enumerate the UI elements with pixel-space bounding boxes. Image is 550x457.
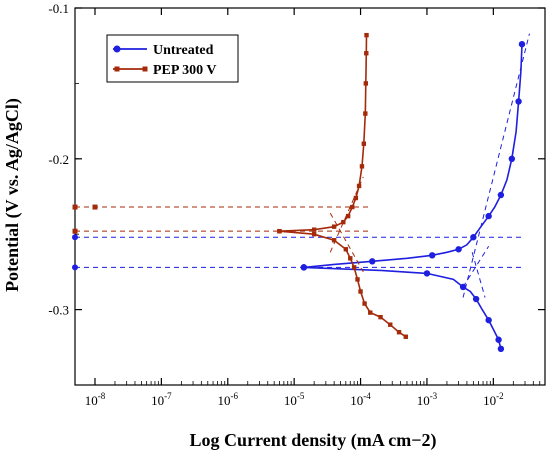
y-tick-label: -0.1 — [48, 1, 69, 16]
tafel-line — [462, 245, 490, 288]
data-point — [355, 277, 360, 282]
anodic-branch — [279, 35, 368, 232]
axes-group: 10-8 10-7 10-6 10-5 10-4 10-3 10-2 -0.1 -0.2 -0.3 — [48, 1, 546, 408]
reference-marker — [72, 234, 78, 241]
data-point — [364, 51, 369, 56]
data-point — [508, 155, 516, 162]
x-tick-label: 10-2 — [483, 391, 504, 408]
y-tick-label: -0.3 — [48, 303, 69, 318]
data-point — [345, 213, 351, 219]
tafel-line — [329, 212, 364, 273]
tafel-line — [462, 33, 530, 298]
tafel-line — [471, 252, 486, 298]
x-tick-label: 10-5 — [284, 391, 305, 408]
data-point — [472, 295, 480, 303]
data-point — [300, 264, 308, 271]
reference-marker — [92, 204, 98, 210]
legend-box — [106, 34, 239, 83]
data-point — [277, 228, 282, 234]
reference-marker — [72, 204, 78, 210]
data-point — [396, 330, 402, 335]
data-point — [350, 204, 355, 210]
series-1 — [72, 32, 408, 339]
data-point — [455, 246, 462, 253]
data-point — [348, 256, 353, 261]
data-point — [363, 111, 368, 116]
x-tick-label: 10-4 — [350, 391, 371, 408]
x-axis-label: Log Current density (mA cm−2) — [190, 430, 437, 451]
plot-frame — [74, 7, 546, 386]
data-point — [361, 141, 367, 146]
data-point — [515, 98, 522, 105]
data-point — [485, 212, 492, 220]
data-point — [311, 227, 317, 232]
data-point — [331, 238, 337, 243]
reference-marker — [72, 264, 78, 271]
legend: Untreated PEP 300 V — [106, 34, 239, 83]
anodic-branch — [303, 44, 523, 269]
series-0 — [72, 33, 530, 353]
cathodic-branch — [303, 266, 502, 349]
data-point — [362, 301, 367, 306]
x-tick-label: 10-3 — [417, 391, 438, 408]
data-point — [423, 270, 431, 277]
data-point — [388, 322, 393, 327]
legend-label: Untreated — [153, 43, 214, 58]
legend-label: PEP 300 V — [153, 63, 217, 78]
data-point — [497, 345, 505, 353]
data-point — [403, 334, 408, 339]
data-point — [429, 252, 436, 259]
data-point — [495, 336, 502, 343]
data-point — [351, 265, 357, 270]
data-point — [459, 283, 467, 291]
data-point — [353, 195, 359, 201]
data-point — [470, 234, 477, 241]
reference-marker — [72, 228, 78, 234]
data-point — [364, 32, 369, 38]
y-tick-label: -0.2 — [48, 152, 69, 167]
data-point — [369, 258, 376, 265]
data-point — [343, 247, 349, 252]
legend-marker — [114, 66, 120, 72]
data-point — [356, 183, 362, 189]
x-tick-label: 10-6 — [218, 391, 239, 408]
data-point — [311, 232, 317, 237]
x-tick-label: 10-7 — [151, 391, 172, 408]
data-point — [359, 164, 365, 169]
data-point — [497, 191, 505, 199]
x-tick-label: 10-8 — [85, 391, 106, 408]
data-point — [368, 310, 373, 315]
data-point — [331, 224, 337, 229]
data-point — [378, 314, 383, 320]
plot-area — [72, 32, 530, 353]
legend-marker — [113, 45, 121, 53]
cathodic-branch — [279, 230, 407, 338]
data-point — [358, 289, 363, 294]
data-point — [485, 316, 492, 324]
data-point — [363, 81, 369, 86]
data-point — [518, 40, 526, 48]
legend-marker — [142, 66, 148, 72]
y-axis-label: Potential (V vs. Ag/AgCl) — [2, 98, 23, 292]
data-point — [341, 219, 346, 225]
